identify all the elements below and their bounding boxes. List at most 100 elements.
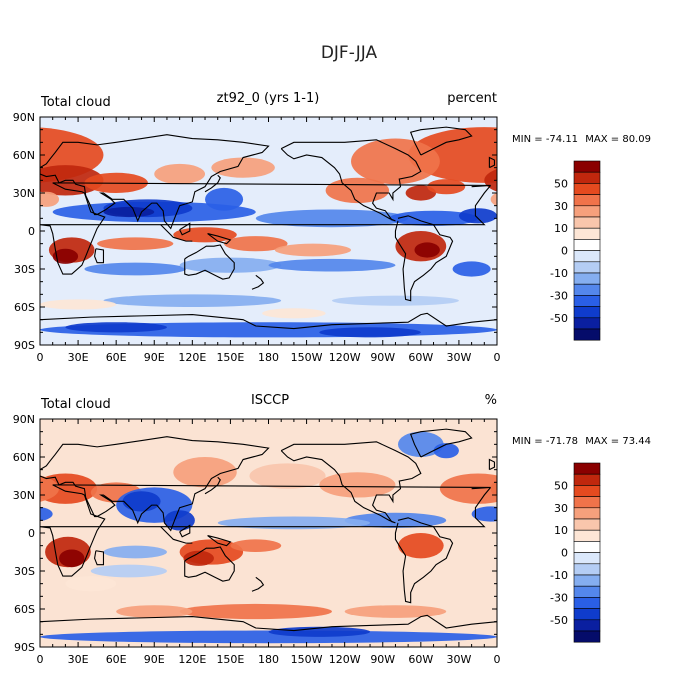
cloud-anomaly-patch bbox=[319, 327, 421, 338]
cloud-anomaly-patch bbox=[274, 243, 352, 257]
cloud-anomaly-patch bbox=[205, 187, 244, 211]
cloud-anomaly-patch bbox=[103, 545, 167, 559]
cloud-anomaly-patch bbox=[40, 299, 117, 310]
cloud-anomaly-patch bbox=[183, 550, 214, 566]
cloud-anomaly-patch bbox=[262, 308, 326, 319]
cloud-anomaly-patch bbox=[116, 605, 193, 618]
x-tick-label: 150W bbox=[291, 351, 323, 364]
cloud-anomaly-patch bbox=[319, 472, 396, 498]
cloud-anomaly-patch bbox=[217, 516, 371, 530]
x-tick-label: 30W bbox=[446, 653, 471, 666]
colorbar-swatch bbox=[573, 216, 601, 229]
colorbar-swatch bbox=[573, 205, 601, 218]
cloud-anomaly-patch bbox=[255, 209, 409, 228]
y-tick-label: 30N bbox=[13, 489, 35, 502]
coastline bbox=[184, 546, 235, 582]
colorbar-swatch bbox=[573, 283, 601, 296]
cloud-anomaly-patch bbox=[59, 549, 85, 568]
coastline bbox=[40, 436, 270, 532]
colorbar-swatch bbox=[573, 261, 601, 274]
colorbar-swatch bbox=[573, 552, 601, 565]
coastline bbox=[207, 232, 232, 245]
cloud-anomaly-patch bbox=[173, 457, 237, 488]
cloud-anomaly-patch bbox=[439, 473, 497, 504]
cloud-anomaly-patch bbox=[211, 157, 275, 178]
coastline bbox=[409, 428, 473, 458]
coastline bbox=[160, 526, 193, 544]
panel-title-left: Total cloud bbox=[40, 397, 111, 412]
cloud-anomaly-patch bbox=[433, 443, 459, 459]
cloud-anomaly-patch bbox=[65, 576, 117, 592]
y-tick-label: 90N bbox=[13, 413, 35, 426]
y-tick-label: 90S bbox=[14, 641, 35, 654]
colorbar-swatch bbox=[573, 272, 601, 285]
colorbar-label: -30 bbox=[550, 591, 568, 604]
colorbar-label: -50 bbox=[550, 312, 568, 325]
panel-title-center: zt92_0 (yrs 1-1) bbox=[217, 91, 320, 106]
panel-title-center: ISCCP bbox=[251, 393, 289, 408]
x-tick-label: 60W bbox=[408, 653, 433, 666]
y-axis-labels: 90N 60N 30N 0 30S 60S 90S bbox=[13, 413, 35, 654]
colorbar-swatch bbox=[573, 317, 601, 330]
x-tick-label: 0 bbox=[494, 653, 501, 666]
cloud-anomaly-patch bbox=[224, 236, 288, 252]
page-title: DJF-JJA bbox=[321, 43, 378, 63]
cloud-anomaly-patch bbox=[268, 626, 371, 637]
cloud-anomaly-patch bbox=[397, 431, 444, 458]
cloud-anomaly-patch bbox=[40, 506, 53, 522]
cloud-anomaly-patch bbox=[331, 295, 459, 306]
coastline bbox=[179, 524, 191, 538]
coastline bbox=[280, 441, 422, 524]
coastline bbox=[207, 534, 232, 547]
y-tick-label: 0 bbox=[28, 527, 35, 540]
colorbar-swatch bbox=[573, 183, 601, 195]
coastline bbox=[94, 550, 105, 566]
colorbar-label: 0 bbox=[561, 245, 568, 258]
x-tick-label: 60E bbox=[106, 653, 127, 666]
colorbar-swatch bbox=[573, 597, 601, 609]
colorbar-swatch bbox=[573, 194, 601, 207]
colorbar-swatch bbox=[573, 608, 601, 621]
colorbar-swatch bbox=[573, 563, 601, 576]
y-tick-label: 30S bbox=[14, 565, 35, 578]
x-tick-label: 120E bbox=[178, 351, 206, 364]
cloud-anomaly-patch bbox=[90, 564, 167, 578]
colorbar-swatch bbox=[573, 328, 601, 341]
y-tick-label: 30N bbox=[13, 187, 35, 200]
cloud-anomaly-patch bbox=[154, 163, 206, 185]
colorbar-swatch bbox=[573, 239, 601, 251]
colorbar-label: -30 bbox=[550, 289, 568, 302]
colorbar-swatch bbox=[573, 295, 601, 307]
y-tick-label: 60S bbox=[14, 301, 35, 314]
x-tick-label: 30W bbox=[446, 351, 471, 364]
cloud-anomaly-patch bbox=[490, 479, 497, 498]
axis-ticks bbox=[39, 418, 498, 648]
colorbar-swatch bbox=[573, 462, 601, 475]
panel-title-right: percent bbox=[447, 91, 497, 106]
colorbar-swatch bbox=[573, 250, 601, 263]
cloud-anomaly-patch bbox=[122, 491, 161, 512]
colorbar-swatch bbox=[573, 160, 601, 173]
colorbar-label: -10 bbox=[550, 267, 568, 280]
coastline bbox=[394, 517, 454, 604]
colorbar: 50 30 10 0 -10 -30 -50 bbox=[550, 462, 601, 643]
x-tick-label: 0 bbox=[37, 653, 44, 666]
x-tick-label: 120W bbox=[329, 351, 361, 364]
cloud-anomaly-patch bbox=[84, 262, 186, 276]
map-panel-isccp: Total cloud ISCCP % 0 30E 60E 90E 120E 150E 18… bbox=[13, 393, 651, 666]
cloud-anomaly-patch bbox=[230, 539, 282, 553]
coastlines bbox=[40, 126, 497, 330]
colorbar-swatch bbox=[573, 171, 601, 184]
y-tick-label: 60N bbox=[13, 451, 35, 464]
cloud-anomaly-patch bbox=[397, 533, 444, 559]
axis-ticks bbox=[39, 116, 498, 346]
cloud-anomaly-patch bbox=[490, 192, 497, 206]
x-axis-labels: 0 30E 60E 90E 120E 150E 180 150W 120W 90W 60W 30W 0 bbox=[37, 653, 501, 666]
colorbar-label: -50 bbox=[550, 614, 568, 627]
y-tick-label: 60S bbox=[14, 603, 35, 616]
x-tick-label: 60W bbox=[408, 351, 433, 364]
cloud-anomaly-patch bbox=[40, 630, 497, 644]
cloud-anomaly-patch bbox=[458, 208, 497, 224]
y-axis-labels: 90N 60N 30N 0 30S 60S 90S bbox=[13, 111, 35, 352]
